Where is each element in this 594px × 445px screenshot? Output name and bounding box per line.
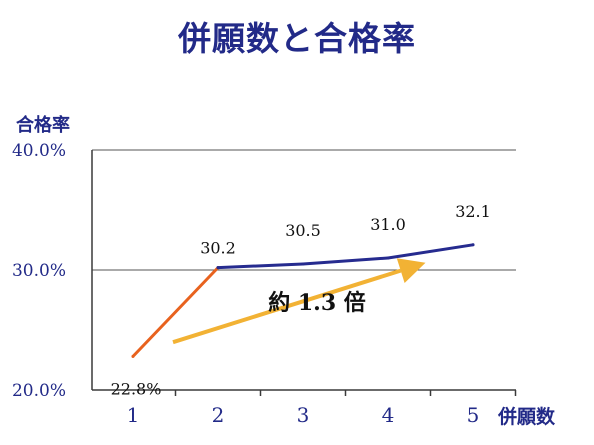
axes (91, 150, 517, 396)
line-segment-0 (131, 266, 220, 358)
gridlines (92, 149, 516, 271)
data-label-3: 31.0 (370, 215, 406, 234)
data-labels: 22.8% 30.2 30.5 31.0 32.1 (111, 202, 491, 399)
chart-title: 併願数と合格率 (178, 19, 416, 58)
ratio-arrow: 約 1.3 倍 (172, 258, 426, 345)
ratio-annotation: 約 1.3 倍 (268, 290, 366, 316)
x-tick-labels: 1 2 3 4 5 (127, 403, 480, 427)
y-tick-label-0: 20.0% (12, 381, 66, 401)
data-label-2: 30.5 (285, 221, 321, 240)
line-segment-1 (216, 262, 305, 270)
data-point-3 (386, 256, 390, 260)
x-tick-label-0: 1 (127, 403, 140, 427)
data-point-2 (301, 262, 305, 266)
data-point-0 (131, 354, 135, 358)
series-line (131, 243, 475, 358)
data-label-1: 30.2 (200, 239, 236, 258)
data-label-0: 22.8% (111, 379, 162, 398)
arrow-shaft (172, 268, 402, 345)
x-axis-label: 併願数 (498, 406, 556, 428)
x-tick-label-4: 5 (467, 403, 480, 427)
data-point-1 (216, 266, 220, 270)
data-label-4: 32.1 (455, 202, 491, 221)
y-axis-label: 合格率 (16, 115, 70, 136)
line-segment-2 (301, 256, 390, 266)
y-tick-label-1: 30.0% (12, 261, 66, 281)
y-tick-label-2: 40.0% (12, 141, 66, 161)
line-segment-3 (386, 243, 475, 260)
arrow-head (396, 258, 426, 284)
data-point-4 (471, 243, 475, 247)
x-tick-label-1: 2 (212, 403, 225, 427)
x-tick-label-2: 3 (297, 403, 310, 427)
y-tick-labels: 20.0% 30.0% 40.0% (12, 141, 66, 401)
x-tick-label-3: 4 (382, 403, 395, 427)
